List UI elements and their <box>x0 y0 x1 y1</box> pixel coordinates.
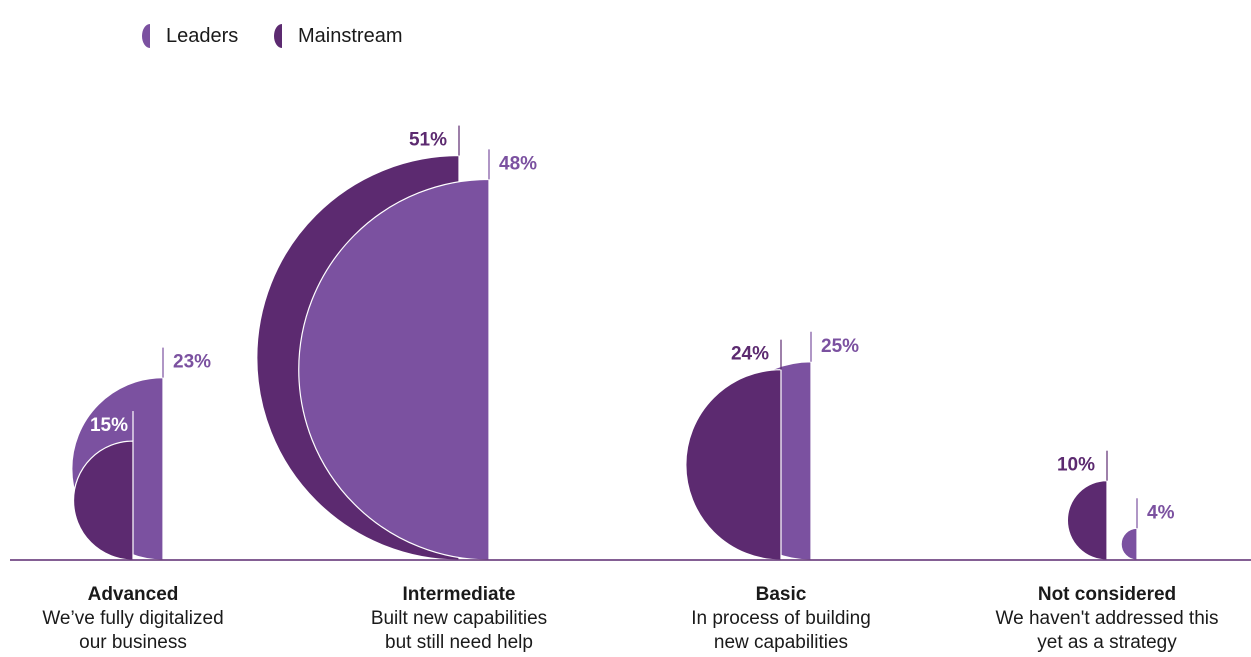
bar-leaders-basic <box>685 369 782 561</box>
category-title-not-considered: Not considered <box>1038 584 1176 605</box>
category-title-basic: Basic <box>756 584 807 605</box>
bar-leaders-advanced <box>72 440 134 561</box>
chart-labels: 15% 23% 51% 48% 24% 25% 10% 4% <box>90 125 1175 529</box>
category-title-intermediate: Intermediate <box>403 584 516 605</box>
label-leaders-advanced: 15% <box>90 415 128 436</box>
label-mainstream-intermediate: 48% <box>499 153 537 174</box>
label-mainstream-not-considered: 4% <box>1147 502 1175 523</box>
legend-label-leaders: Leaders <box>166 25 238 47</box>
category-description-not-considered-1: We haven't addressed this <box>996 608 1219 629</box>
label-leaders-not-considered: 10% <box>1057 455 1095 476</box>
label-leaders-basic: 24% <box>731 344 769 365</box>
legend: Leaders Mainstream <box>142 24 402 48</box>
label-mainstream-advanced: 23% <box>173 352 211 373</box>
bar-leaders-not-considered <box>1066 480 1108 561</box>
category-description-intermediate-2: but still need help <box>385 632 533 653</box>
category-description-not-considered-2: yet as a strategy <box>1037 632 1177 653</box>
category-description-intermediate-1: Built new capabilities <box>371 608 547 629</box>
category-description-advanced-1: We’ve fully digitalized <box>42 608 223 629</box>
bar-mainstream-intermediate <box>298 178 490 561</box>
category-labels: Advanced We’ve fully digitalized our busin… <box>42 584 1218 653</box>
bar-mainstream-not-considered <box>1120 527 1138 561</box>
legend-label-mainstream: Mainstream <box>298 25 402 47</box>
category-description-basic-1: In process of building <box>691 608 871 629</box>
label-leaders-intermediate: 51% <box>409 130 447 151</box>
category-title-advanced: Advanced <box>88 584 179 605</box>
label-mainstream-basic: 25% <box>821 336 859 357</box>
legend-swatch-mainstream <box>274 24 282 48</box>
legend-swatch-leaders <box>142 24 150 48</box>
category-description-advanced-2: our business <box>79 632 187 653</box>
category-description-basic-2: new capabilities <box>714 632 848 653</box>
chart-marks <box>71 154 1138 561</box>
